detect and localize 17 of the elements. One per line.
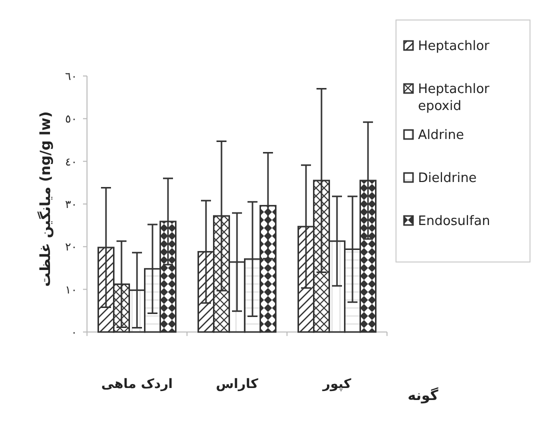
- y-tick-label: ١٠: [65, 283, 77, 296]
- x-tick-label: اردک ماهی: [101, 377, 173, 392]
- x-axis-title: گونه: [408, 387, 440, 404]
- legend-label: Endosulfan: [418, 214, 490, 229]
- y-tick-label: ٥٠: [65, 112, 77, 126]
- y-tick-label: ٠: [71, 326, 77, 339]
- y-tick-label: ٣٠: [65, 198, 77, 211]
- y-tick-label: ٦٠: [65, 70, 77, 83]
- y-tick-label: ٤٠: [65, 155, 77, 168]
- legend-label: Aldrine: [418, 128, 464, 143]
- legend-label: Heptachlor epoxid: [418, 82, 490, 114]
- x-tick-label: کپور: [322, 377, 352, 392]
- legend-label: Dieldrine: [418, 171, 477, 186]
- x-tick-label: کاراس: [216, 377, 259, 392]
- y-tick-label: ٢٠: [65, 240, 77, 254]
- y-axis-title: میانگین غلظت (ng/g lw): [37, 111, 54, 287]
- legend-label: Heptachlor: [418, 39, 490, 54]
